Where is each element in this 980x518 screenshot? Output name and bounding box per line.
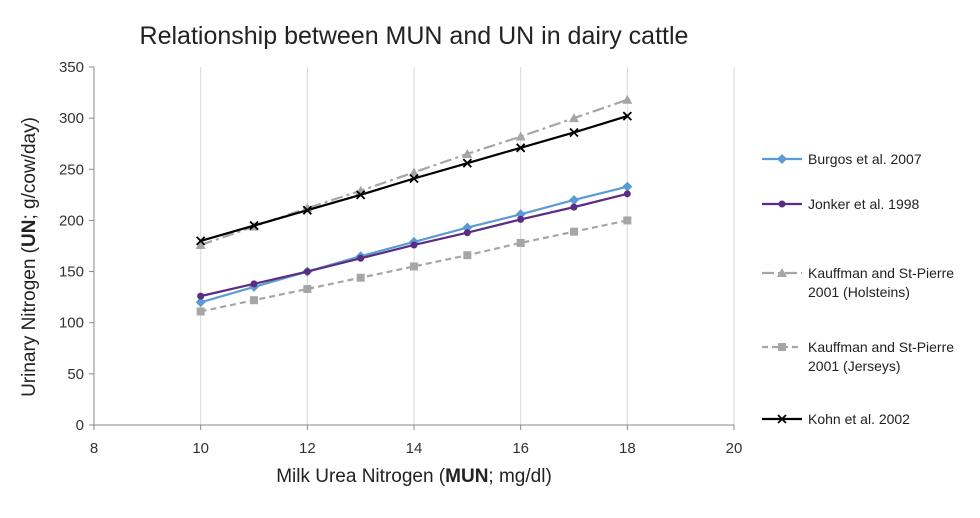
legend-swatch: [762, 154, 802, 164]
data-point: [303, 268, 311, 276]
data-point: [250, 280, 258, 288]
legend-label: Jonker et al. 1998: [808, 196, 920, 212]
y-tick-label: 50: [67, 366, 84, 383]
series-kohn-et-al-2002: [196, 111, 632, 246]
data-point: [195, 297, 206, 308]
legend-item-kauffman-and-st-pierre-2001-jerseys: Kauffman and St-Pierre 2001 (Jerseys): [762, 338, 976, 376]
series-kauffman-and-st-pierre-2001-jerseys: [196, 216, 632, 316]
data-point: [462, 158, 472, 168]
series-jonker-et-al-1998: [197, 190, 631, 300]
y-tick-label: 100: [59, 315, 84, 332]
legend-item-kohn-et-al-2002: Kohn et al. 2002: [762, 410, 976, 429]
data-point: [196, 236, 206, 246]
x-tick-label: 16: [512, 440, 529, 457]
legend-label: Kauffman and St-Pierre 2001 (Holsteins): [808, 265, 955, 300]
data-point: [570, 227, 578, 236]
data-point: [303, 284, 312, 293]
data-point: [623, 216, 632, 225]
x-tick-label: 10: [192, 440, 209, 457]
data-point: [622, 181, 633, 192]
data-point: [569, 127, 579, 138]
data-point: [196, 307, 205, 316]
x-tick-label: 20: [726, 440, 743, 457]
legend-item-kauffman-and-st-pierre-2001-holsteins: Kauffman and St-Pierre 2001 (Holsteins): [762, 264, 976, 302]
data-point: [517, 215, 525, 223]
data-point: [463, 229, 471, 237]
y-tick-label: 0: [76, 417, 84, 434]
chart-title: Relationship between MUN and UN in dairy…: [139, 22, 689, 50]
y-tick-label: 300: [59, 110, 84, 127]
data-point: [569, 113, 579, 123]
data-point: [195, 239, 206, 249]
gridlines: [200, 67, 735, 425]
legend-label: Kauffman and St-Pierre 2001 (Jerseys): [808, 339, 955, 374]
data-point: [462, 222, 473, 233]
legend-label: Kohn et al. 2002: [808, 411, 910, 427]
data-point: [516, 143, 526, 153]
data-point: [462, 148, 473, 158]
legend-marker: [777, 268, 787, 277]
data-point: [569, 194, 579, 205]
data-point: [622, 111, 632, 121]
data-point: [463, 251, 472, 260]
tick-labels: 0 50 100 150 200 250 300 350 8 10 12 14 16 18 20: [59, 59, 742, 457]
data-point: [409, 167, 419, 177]
legend-item-jonker-et-al-1998: Jonker et al. 1998: [762, 195, 976, 214]
data-point: [197, 292, 205, 300]
data-point: [623, 190, 631, 198]
legend-swatch: [762, 200, 802, 208]
legend-item-burgos-et-al-2007: Burgos et al. 2007: [762, 150, 976, 169]
y-tick-label: 250: [59, 161, 84, 178]
data-point: [410, 262, 418, 271]
series-lines: [195, 94, 633, 316]
x-tick-label: 12: [299, 440, 316, 457]
series-line: [200, 219, 628, 313]
y-tick-label: 200: [59, 212, 84, 229]
data-point: [410, 241, 418, 249]
data-point: [357, 254, 365, 262]
data-point: [622, 94, 633, 104]
x-tick-label: 14: [406, 440, 423, 457]
data-point: [570, 203, 578, 211]
data-point: [516, 238, 525, 247]
axes: [89, 66, 735, 430]
legend-swatch: [762, 414, 802, 424]
legend-marker: [778, 200, 786, 208]
y-tick-label: 350: [59, 59, 84, 76]
x-tick-label: 18: [619, 440, 636, 457]
data-point: [356, 190, 366, 200]
legend-marker: [777, 414, 787, 424]
x-tick-label: 8: [90, 440, 98, 457]
data-point: [249, 220, 259, 231]
y-tick-label: 150: [59, 264, 84, 281]
legend-label: Burgos et al. 2007: [808, 151, 922, 167]
legend-marker: [777, 154, 787, 164]
legend-marker: [778, 343, 786, 351]
x-axis-label: Milk Urea Nitrogen (MUN; mg/dl): [276, 466, 552, 487]
legend-swatch: [762, 268, 802, 277]
legend-swatch: [762, 343, 802, 351]
data-point: [515, 131, 526, 141]
y-axis-label: Urinary Nitrogen (UN; g/cow/day): [19, 117, 40, 397]
data-point: [409, 173, 419, 184]
data-point: [302, 205, 312, 215]
data-point: [515, 209, 526, 220]
data-point: [356, 273, 365, 282]
data-point: [250, 296, 258, 305]
